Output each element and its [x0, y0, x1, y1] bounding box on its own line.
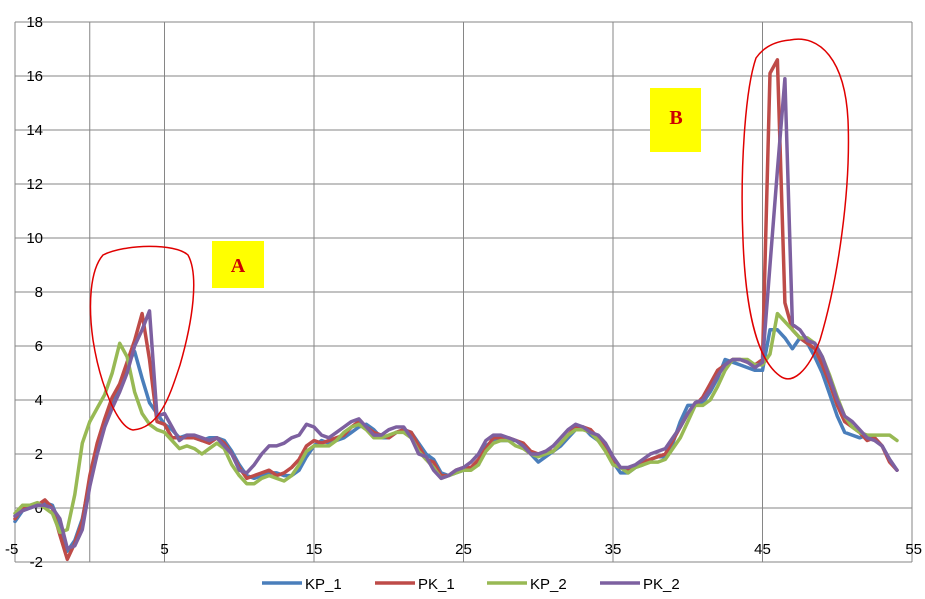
annotation-b-box: [650, 88, 701, 152]
annotation-a-box: [212, 241, 264, 288]
x-tick-label: 5: [160, 541, 168, 558]
y-tick-label: 0: [35, 500, 43, 517]
x-axis-ticks: -5 5 15 25 35 45 55: [5, 541, 922, 558]
annotation-a: A: [89, 241, 264, 431]
y-tick-label: 14: [26, 122, 43, 139]
legend-label-kp-1: KP_1: [305, 576, 342, 593]
legend: KP_1 PK_1 KP_2 PK_2: [262, 576, 680, 593]
legend-label-pk-2: PK_2: [643, 576, 680, 593]
data-series: [13, 58, 899, 562]
y-tick-label: 6: [35, 338, 43, 355]
annotation-b-label: B: [669, 107, 682, 129]
y-tick-label: 12: [26, 176, 43, 193]
y-tick-label: 4: [35, 392, 43, 409]
y-tick-label: 18: [26, 14, 43, 31]
x-tick-label: 55: [905, 541, 922, 558]
annotation-b: B: [650, 38, 850, 380]
y-tick-label: -2: [30, 554, 43, 571]
x-tick-label: -5: [5, 541, 18, 558]
grid-lines: [14, 21, 913, 563]
y-tick-label: 10: [26, 230, 43, 247]
x-tick-label: 15: [306, 541, 323, 558]
x-tick-label: 35: [605, 541, 622, 558]
series-line-pk-1: [13, 58, 899, 562]
annotation-b-outline: [741, 38, 850, 380]
x-tick-label: 45: [754, 541, 771, 558]
legend-label-kp-2: KP_2: [530, 576, 567, 593]
annotation-a-label: A: [231, 255, 246, 277]
x-tick-label: 25: [455, 541, 472, 558]
series-line-kp-2: [13, 311, 899, 535]
y-tick-label: 8: [35, 284, 43, 301]
legend-label-pk-1: PK_1: [418, 576, 455, 593]
y-tick-label: 16: [26, 68, 43, 85]
series-line-pk-2: [13, 76, 899, 551]
y-axis-ticks: -2 0 2 4 6 8 10 12 14 16 18: [26, 14, 43, 571]
annotation-a-outline: [89, 245, 195, 431]
y-tick-label: 2: [35, 446, 43, 463]
